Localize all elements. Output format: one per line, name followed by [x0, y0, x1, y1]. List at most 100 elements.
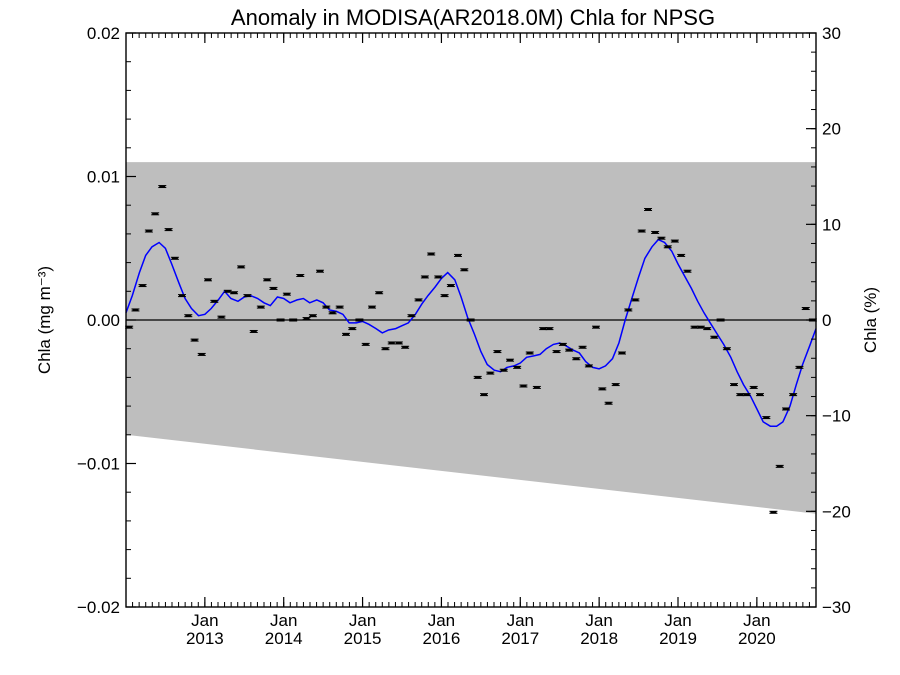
monthly-anomaly-point — [230, 291, 239, 295]
monthly-anomaly-point — [466, 318, 475, 322]
monthly-anomaly-point — [801, 307, 810, 311]
left-y-axis: 0.02 0.01 0.00 −0.01 −0.02 — [77, 24, 136, 617]
monthly-anomaly-point — [782, 407, 791, 411]
smoothed-anomaly-line — [125, 238, 817, 427]
uncertainty-band — [126, 162, 816, 514]
monthly-anomaly-point — [381, 347, 390, 351]
monthly-anomaly-point — [210, 299, 219, 303]
monthly-anomaly-point — [197, 352, 206, 356]
monthly-anomaly-point — [243, 294, 252, 298]
monthly-anomaly-point — [473, 375, 482, 379]
monthly-anomaly-point — [558, 342, 567, 346]
monthly-anomaly-point — [493, 350, 502, 354]
monthly-anomaly-point — [480, 393, 489, 397]
monthly-anomaly-point — [578, 345, 587, 349]
monthly-anomaly-point — [525, 351, 534, 355]
monthly-anomaly-point — [460, 268, 469, 272]
monthly-anomaly-point — [795, 365, 804, 369]
monthly-anomaly-point — [696, 325, 705, 329]
monthly-anomaly-point — [506, 358, 515, 362]
monthly-anomaly-point — [434, 275, 443, 279]
monthly-anomaly-point — [204, 278, 213, 282]
monthly-anomaly-point — [591, 325, 600, 329]
monthly-anomaly-point — [729, 383, 738, 387]
left-tick-label: 0.00 — [87, 311, 120, 330]
monthly-anomaly-point — [170, 256, 179, 260]
monthly-anomaly-point — [177, 294, 186, 298]
right-tick-label: −20 — [822, 502, 851, 521]
x-tick-month: Jan — [585, 611, 612, 630]
monthly-anomaly-point — [775, 464, 784, 468]
monthly-anomaly-point — [670, 239, 679, 243]
left-tick-label: −0.01 — [77, 455, 120, 474]
monthly-anomaly-point — [756, 393, 765, 397]
monthly-anomaly-point — [394, 341, 403, 345]
x-tick-year: 2014 — [265, 629, 303, 648]
monthly-anomaly-point — [486, 371, 495, 375]
x-tick-month: Jan — [191, 611, 218, 630]
x-tick-year: 2015 — [344, 629, 382, 648]
left-tick-label: −0.02 — [77, 598, 120, 617]
monthly-anomaly-point — [427, 252, 436, 256]
monthly-anomaly-point — [545, 327, 554, 331]
monthly-anomaly-point — [335, 305, 344, 309]
right-tick-label: 10 — [822, 215, 841, 234]
monthly-anomaly-point — [762, 416, 771, 420]
monthly-anomaly-point — [604, 401, 613, 405]
monthly-anomaly-point — [789, 393, 798, 397]
x-axis: Jan2013Jan2014Jan2015Jan2016Jan2017Jan20… — [125, 33, 817, 648]
monthly-anomaly-point — [532, 385, 541, 389]
right-y-axis: 30 20 10 0 −10 −20 −30 — [806, 24, 851, 617]
monthly-anomaly-point — [296, 274, 305, 278]
monthly-anomaly-point — [289, 318, 298, 322]
uncertainty-band-layer — [126, 162, 816, 514]
x-tick-month: Jan — [270, 611, 297, 630]
monthly-anomaly-point — [151, 212, 160, 216]
monthly-anomaly-point — [217, 315, 226, 319]
monthly-anomaly-point — [184, 314, 193, 318]
right-tick-label: 30 — [822, 24, 841, 43]
monthly-anomaly-point — [513, 365, 522, 369]
monthly-anomaly-point — [565, 348, 574, 352]
monthly-anomaly-point — [401, 345, 410, 349]
monthly-anomaly-point — [446, 284, 455, 288]
monthly-anomaly-point — [249, 329, 258, 333]
left-tick-label: 0.01 — [87, 168, 120, 187]
monthly-anomaly-point — [308, 314, 317, 318]
monthly-anomaly-point — [144, 229, 153, 233]
monthly-anomaly-point — [315, 269, 324, 273]
monthly-anomaly-point — [572, 357, 581, 361]
left-tick-label: 0.02 — [87, 24, 120, 43]
monthly-anomaly-point — [361, 342, 370, 346]
monthly-anomaly-point — [618, 351, 627, 355]
monthly-anomaly-point — [158, 185, 167, 189]
right-tick-label: −30 — [822, 598, 851, 617]
x-tick-year: 2019 — [659, 629, 697, 648]
monthly-anomaly-point — [624, 308, 633, 312]
monthly-anomaly-point — [276, 318, 285, 322]
monthly-anomaly-point — [164, 228, 173, 232]
monthly-points-layer — [125, 185, 817, 514]
monthly-anomaly-point — [269, 286, 278, 290]
x-tick-year: 2013 — [186, 629, 224, 648]
x-tick-year: 2016 — [423, 629, 461, 648]
monthly-anomaly-point — [328, 311, 337, 315]
monthly-anomaly-point — [407, 314, 416, 318]
monthly-anomaly-point — [677, 253, 686, 257]
monthly-anomaly-point — [387, 341, 396, 345]
right-tick-label: 0 — [822, 311, 831, 330]
monthly-anomaly-point — [322, 305, 331, 309]
monthly-anomaly-point — [631, 298, 640, 302]
monthly-anomaly-point — [138, 284, 147, 288]
y-axis-label-left: Chla (mg m⁻³) — [35, 266, 54, 374]
monthly-anomaly-point — [414, 298, 423, 302]
monthly-anomaly-point — [420, 275, 429, 279]
monthly-anomaly-point — [657, 236, 666, 240]
monthly-anomaly-point — [710, 335, 719, 339]
monthly-anomaly-point — [302, 317, 311, 321]
monthly-anomaly-point — [223, 289, 232, 293]
monthly-anomaly-point — [453, 253, 462, 257]
monthly-anomaly-point — [190, 338, 199, 342]
monthly-anomaly-point — [440, 294, 449, 298]
